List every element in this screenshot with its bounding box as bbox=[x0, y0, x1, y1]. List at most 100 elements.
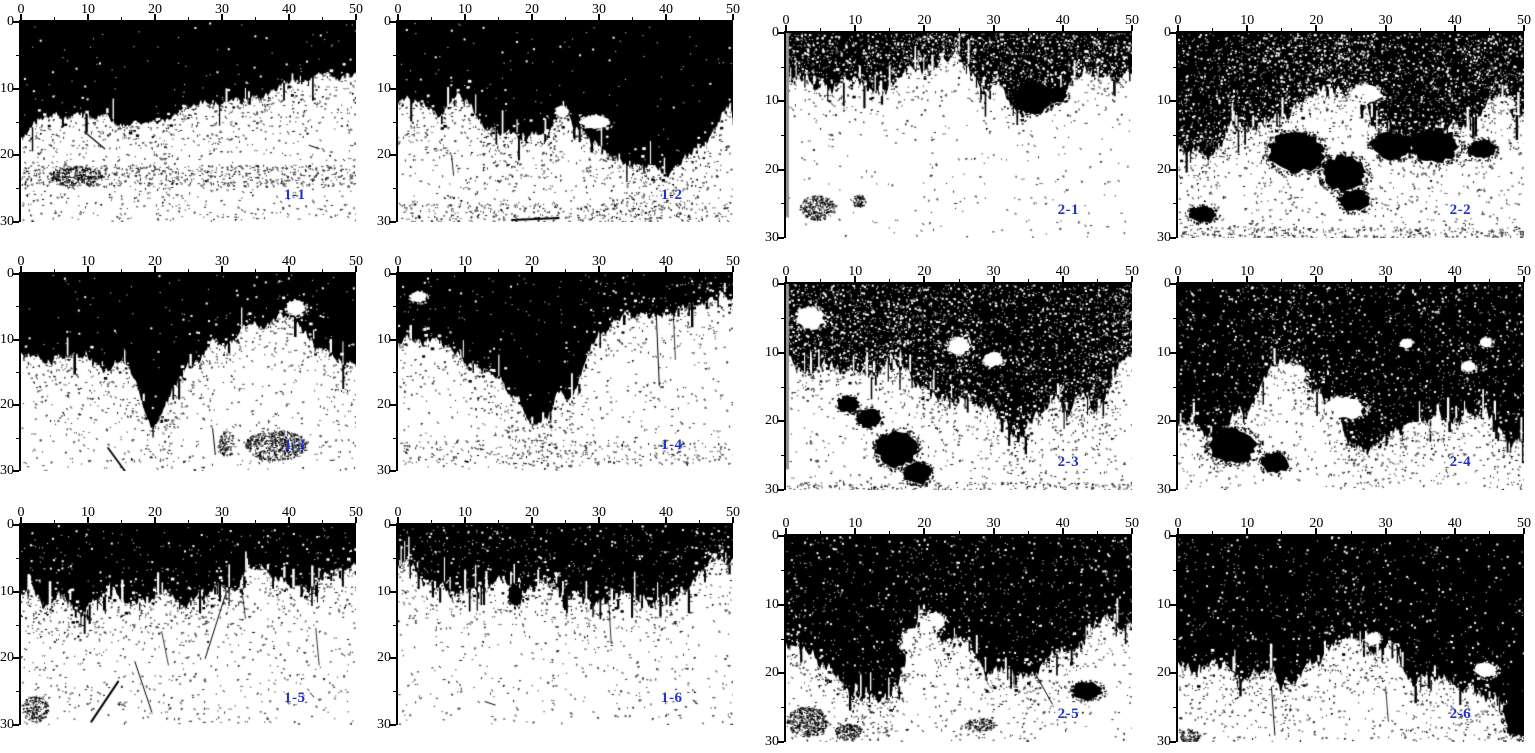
binary-image-2-2 bbox=[1176, 31, 1524, 238]
y-tick-label-30: 30 bbox=[1157, 230, 1171, 245]
y-tick-label-0: 0 bbox=[384, 517, 391, 532]
x-minor-tick-15 bbox=[498, 269, 499, 272]
y-minor-tick-5 bbox=[781, 569, 784, 571]
x-major-tick-10 bbox=[1246, 528, 1249, 534]
y-tick-label-10: 10 bbox=[1157, 596, 1171, 612]
y-minor-tick-5 bbox=[1173, 569, 1176, 571]
y-major-tick-30 bbox=[1170, 741, 1176, 743]
y-tick-label-20: 20 bbox=[377, 397, 391, 413]
y-major-tick-10 bbox=[1170, 603, 1176, 606]
x-major-tick-40 bbox=[665, 517, 667, 523]
binary-image-2-4 bbox=[1176, 282, 1524, 490]
y-tick-label-0: 0 bbox=[1164, 276, 1171, 291]
y-major-tick-10 bbox=[1170, 351, 1176, 354]
x-major-tick-30 bbox=[598, 14, 600, 20]
y-tick-label-10: 10 bbox=[377, 331, 391, 347]
x-tick-label-40: 40 bbox=[1447, 516, 1462, 531]
x-tick-label-10: 10 bbox=[1240, 516, 1255, 531]
x-tick-label-0: 0 bbox=[782, 264, 790, 279]
y-tick-label-30: 30 bbox=[0, 214, 14, 229]
y-tick-label-20: 20 bbox=[0, 397, 14, 413]
panel-1-6: 0 10 20 30 40 50 0 10 20 30 1-6 bbox=[377, 505, 740, 732]
x-minor-tick-25 bbox=[958, 531, 960, 534]
x-major-tick-0 bbox=[20, 517, 22, 523]
y-tick-label-10: 10 bbox=[0, 331, 14, 347]
x-major-tick-10 bbox=[87, 14, 89, 20]
x-tick-label-40: 40 bbox=[659, 505, 673, 520]
x-major-tick-40 bbox=[1061, 276, 1064, 282]
panel-label-1-1: 1-1 bbox=[283, 187, 306, 203]
x-minor-tick-35 bbox=[255, 17, 256, 20]
y-minor-tick-15 bbox=[781, 135, 784, 136]
x-tick-label-50: 50 bbox=[726, 254, 740, 269]
panel-label-1-2: 1-2 bbox=[660, 187, 683, 203]
y-major-tick-20 bbox=[1170, 420, 1176, 423]
y-major-tick-0 bbox=[1170, 32, 1176, 34]
x-tick-label-30: 30 bbox=[592, 505, 606, 520]
x-tick-label-20: 20 bbox=[148, 505, 162, 520]
y-minor-tick-5 bbox=[1173, 66, 1176, 68]
x-tick-label-0: 0 bbox=[394, 505, 402, 520]
y-major-tick-10 bbox=[390, 87, 396, 90]
x-major-tick-30 bbox=[221, 14, 223, 20]
x-minor-tick-45 bbox=[322, 17, 323, 20]
x-minor-tick-45 bbox=[1096, 531, 1098, 534]
y-minor-tick-15 bbox=[393, 372, 396, 373]
x-tick-label-10: 10 bbox=[1240, 264, 1255, 279]
panel-label-1-3: 1-3 bbox=[283, 436, 306, 453]
y-major-tick-30 bbox=[1170, 489, 1176, 491]
x-major-tick-0 bbox=[1177, 25, 1179, 31]
y-tick-label-0: 0 bbox=[7, 14, 14, 29]
y-major-tick-10 bbox=[390, 590, 396, 593]
x-tick-label-20: 20 bbox=[525, 2, 539, 17]
x-minor-tick-15 bbox=[121, 520, 122, 523]
panel-label-2-1: 2-1 bbox=[1057, 202, 1080, 219]
x-tick-label-0: 0 bbox=[782, 13, 790, 28]
x-tick-label-10: 10 bbox=[458, 2, 472, 17]
y-minor-tick-15 bbox=[781, 638, 784, 640]
x-minor-tick-25 bbox=[1350, 531, 1352, 534]
x-major-tick-40 bbox=[665, 14, 667, 20]
y-minor-tick-5 bbox=[781, 66, 784, 68]
panel-1-3: 0 10 20 30 40 50 0 10 20 30 1-3 bbox=[0, 254, 363, 478]
panel-2-1: 0 10 20 30 40 50 0 10 20 30 2-1 bbox=[765, 13, 1139, 245]
x-tick-label-0: 0 bbox=[17, 2, 25, 17]
x-major-tick-0 bbox=[397, 14, 399, 20]
y-tick-label-20: 20 bbox=[1157, 161, 1171, 177]
x-tick-label-10: 10 bbox=[848, 13, 863, 28]
x-tick-label-10: 10 bbox=[458, 505, 472, 520]
binary-image-2-6 bbox=[1176, 534, 1524, 742]
x-major-tick-10 bbox=[464, 517, 466, 523]
x-major-tick-40 bbox=[1453, 528, 1456, 534]
x-tick-label-40: 40 bbox=[1447, 13, 1462, 28]
x-major-tick-20 bbox=[923, 25, 926, 31]
x-minor-tick-45 bbox=[1488, 28, 1490, 31]
binary-image-2-3 bbox=[784, 282, 1132, 490]
x-minor-tick-5 bbox=[54, 17, 55, 20]
y-major-tick-30 bbox=[778, 489, 784, 491]
y-tick-label-20: 20 bbox=[0, 147, 14, 163]
y-tick-label-10: 10 bbox=[0, 583, 14, 599]
y-tick-label-20: 20 bbox=[765, 413, 779, 429]
x-tick-label-10: 10 bbox=[458, 254, 472, 269]
x-minor-tick-25 bbox=[188, 17, 189, 20]
y-minor-tick-15 bbox=[393, 624, 396, 626]
y-minor-tick-5 bbox=[781, 317, 784, 319]
x-major-tick-50 bbox=[732, 266, 734, 272]
x-major-tick-30 bbox=[221, 266, 223, 272]
y-minor-tick-25 bbox=[393, 437, 396, 439]
y-tick-label-0: 0 bbox=[772, 528, 779, 543]
panel-label-2-2: 2-2 bbox=[1449, 202, 1472, 219]
x-major-tick-0 bbox=[785, 528, 787, 534]
y-minor-tick-25 bbox=[393, 188, 396, 190]
y-major-tick-0 bbox=[13, 273, 19, 275]
x-major-tick-0 bbox=[397, 517, 399, 523]
x-tick-label-40: 40 bbox=[659, 254, 673, 269]
x-tick-label-40: 40 bbox=[1447, 264, 1462, 279]
x-major-tick-20 bbox=[923, 276, 926, 282]
binary-image-2-5 bbox=[784, 534, 1132, 742]
panel-label-1-6: 1-6 bbox=[660, 690, 683, 706]
x-minor-tick-25 bbox=[565, 269, 566, 272]
x-tick-label-30: 30 bbox=[1378, 516, 1393, 531]
x-tick-label-10: 10 bbox=[1240, 13, 1255, 28]
